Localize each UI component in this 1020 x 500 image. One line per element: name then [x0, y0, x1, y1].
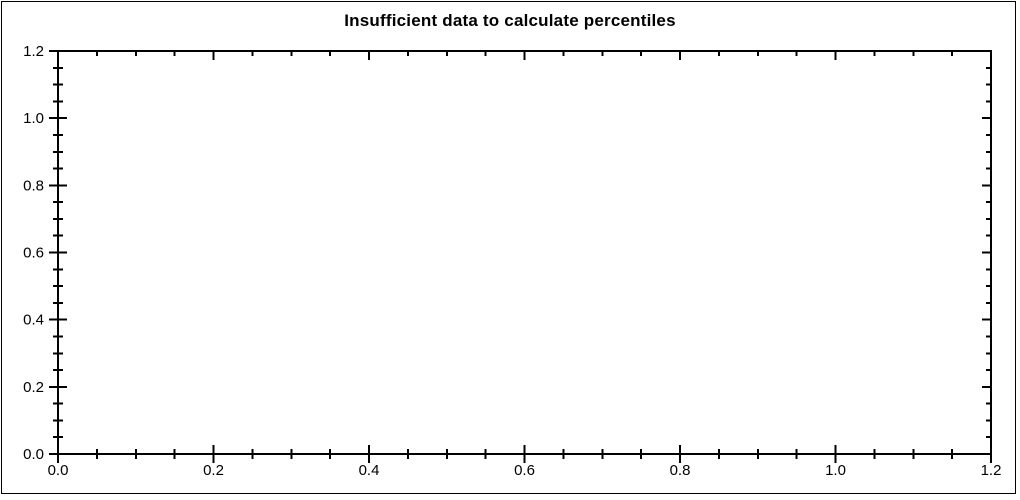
x-tick-label: 0.2: [203, 462, 224, 479]
x-tick-labels: 0.0 0.2 0.4 0.6 0.8 1.0 1.2: [48, 462, 1002, 479]
plot-border: [57, 50, 992, 455]
x-axis: [57, 51, 992, 463]
y-tick-label: 0.4: [23, 312, 44, 329]
plot-box: [57, 50, 992, 455]
x-tick-label: 1.0: [825, 462, 846, 479]
x-tick-label: 0.6: [514, 462, 535, 479]
y-tick-label: 0.0: [23, 446, 44, 463]
chart-title: Insufficient data to calculate percentil…: [344, 11, 676, 30]
x-tick-label: 0.0: [48, 462, 69, 479]
y-tick-label: 1.2: [23, 43, 44, 60]
y-tick-label: 0.6: [23, 245, 44, 262]
y-tick-label: 0.8: [23, 177, 44, 194]
y-tick-label: 0.2: [23, 379, 44, 396]
x-tick-label: 1.2: [981, 462, 1002, 479]
y-tick-labels: 0.0 0.2 0.4 0.6 0.8 1.0 1.2: [23, 43, 44, 463]
x-tick-label: 0.4: [359, 462, 380, 479]
y-tick-label: 1.0: [23, 110, 44, 127]
y-axis: [49, 50, 991, 455]
x-tick-label: 0.8: [670, 462, 691, 479]
